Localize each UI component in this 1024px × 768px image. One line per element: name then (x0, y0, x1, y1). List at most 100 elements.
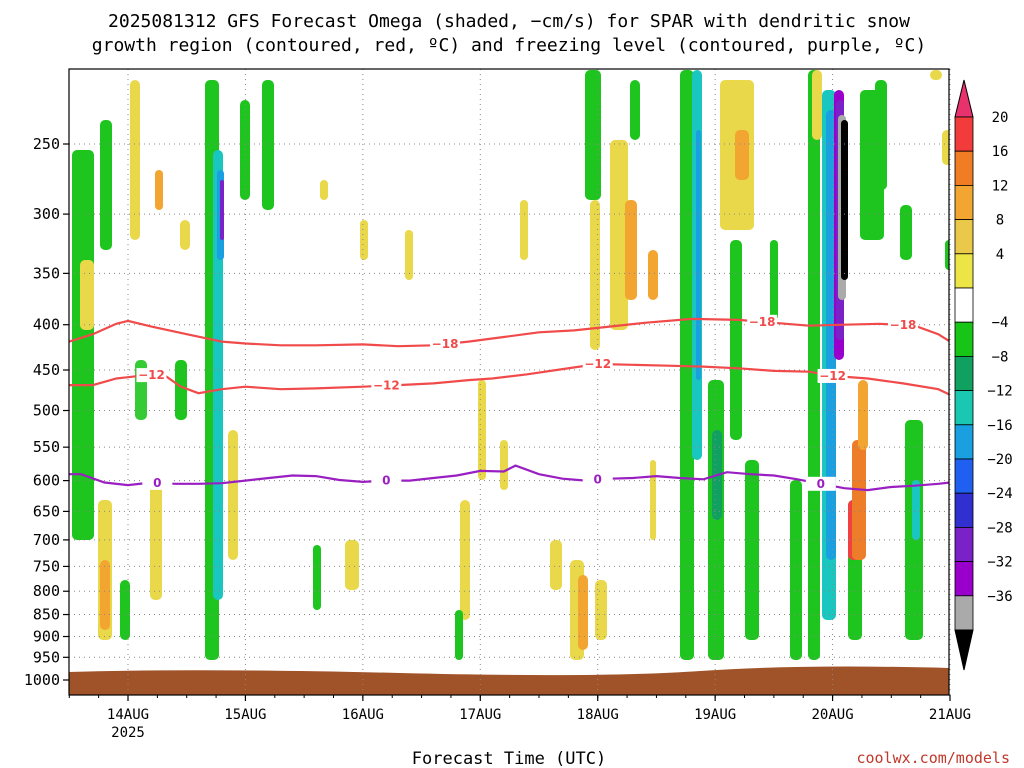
colorbar-label: −20 (987, 452, 1012, 468)
colorbar-label: −36 (987, 589, 1012, 605)
dgz-top-contour (69, 317, 949, 348)
x-tick-label: 14AUG (107, 707, 149, 723)
y-tick-label: 550 (33, 438, 60, 456)
contour-label-bg (747, 314, 778, 329)
colorbar-swatch (954, 458, 974, 494)
contour-label: −18 (890, 318, 917, 332)
ground-surface (69, 666, 949, 695)
colorbar-label: 16 (992, 144, 1009, 160)
x-tick-label: 15AUG (224, 707, 266, 723)
contour-label: −12 (138, 368, 165, 382)
colorbar-label: 12 (992, 178, 1009, 194)
shading-cell (826, 110, 836, 560)
colorbar-swatch (954, 355, 974, 391)
shading-cell (841, 120, 848, 280)
shading-cell (900, 205, 912, 260)
contour-label: 0 (817, 477, 825, 491)
shading-cell (213, 150, 223, 600)
contour-label: −18 (749, 315, 776, 329)
shading-cell (313, 545, 321, 610)
shading-cell (625, 200, 637, 300)
contour-label-bg (582, 356, 613, 371)
shading-cell (460, 500, 470, 620)
contour-label: −12 (584, 357, 611, 371)
y-tick-label: 400 (33, 316, 60, 334)
y-tick-label: 1000 (24, 671, 60, 689)
contour-label: −12 (819, 369, 846, 383)
shading-cell (100, 120, 112, 250)
colorbar-swatch (954, 184, 974, 220)
shading-cell (858, 380, 868, 450)
shading-cell (945, 240, 949, 270)
shading-cell (680, 70, 694, 660)
x-tick-label: 19AUG (694, 707, 736, 723)
shading-cell (735, 130, 749, 180)
shading-cell (550, 540, 562, 590)
colorbar-swatch (954, 116, 974, 152)
shading-cell (770, 240, 778, 320)
shading-cell (708, 380, 724, 660)
colorbar-label: −32 (987, 555, 1012, 571)
plot-area: −18 −18 −18 −12 −12 −12 −12 0 0 0 0 (68, 68, 951, 696)
y-tick-label: 950 (33, 648, 60, 666)
shading-cell (80, 260, 94, 330)
shading-cell (875, 80, 887, 190)
shading-cell (130, 80, 140, 240)
shading-cell (595, 580, 607, 640)
x-axis-title: Forecast Time (UTC) (412, 749, 606, 768)
contour-lines: −18 −18 −18 −12 −12 −12 −12 0 0 0 0 (69, 314, 949, 492)
contour-label: −12 (373, 379, 400, 393)
contour-label-bg (371, 378, 402, 393)
contour-label-bg (817, 368, 848, 383)
x-tick-label: 18AUG (577, 707, 619, 723)
shading-cell (696, 130, 701, 380)
contour-label: −18 (432, 337, 459, 351)
chart-title-line2: growth region (contoured, red, ºC) and f… (92, 35, 926, 56)
x-tick-label: 20AUG (812, 707, 854, 723)
y-tick-label: 250 (33, 135, 60, 153)
colorbar-swatch (954, 527, 974, 563)
grid-lines (69, 69, 951, 695)
y-tick-label: 650 (33, 502, 60, 520)
x-axis-year-label: 2025 (111, 725, 145, 741)
colorbar-label: 4 (996, 247, 1004, 263)
shading-cell (455, 610, 463, 660)
colorbar-swatch (954, 287, 974, 323)
shading-cell (930, 70, 942, 80)
contour-label-bg (582, 472, 613, 487)
shading-cell (610, 140, 628, 330)
colorbar-swatch (954, 219, 974, 255)
contour-label-bg (430, 337, 461, 352)
shading-cell (100, 560, 110, 630)
colorbar-swatch (954, 424, 974, 460)
shading-cell (180, 220, 190, 250)
colorbar-swatch (954, 150, 974, 186)
shading-cell (912, 480, 920, 540)
omega-shading (69, 70, 949, 695)
y-tick-label: 450 (33, 361, 60, 379)
contour-label-bg (371, 473, 402, 488)
contour-label-bg (142, 475, 173, 490)
x-tick-label: 16AUG (342, 707, 384, 723)
y-tick-label: 850 (33, 606, 60, 624)
contour-label: 0 (594, 473, 602, 487)
shading-cell (262, 80, 274, 210)
shading-cell (730, 240, 742, 440)
y-tick-label: 750 (33, 557, 60, 575)
colorbar-label: −12 (987, 384, 1012, 400)
colorbar-label: −8 (992, 349, 1009, 365)
chart-title-line1: 2025081312 GFS Forecast Omega (shaded, −… (108, 11, 910, 32)
shading-cell (808, 70, 820, 660)
contour-label-bg (805, 476, 836, 491)
shading-cell (650, 460, 656, 540)
shading-cell (630, 80, 640, 140)
shading-cell (228, 430, 238, 560)
colorbar-swatch (954, 253, 974, 289)
y-tick-label: 600 (33, 472, 60, 490)
shading-cell (72, 150, 94, 540)
contour-label-bg (136, 368, 167, 383)
colorbar-swatch (954, 595, 974, 631)
contour-label: 0 (382, 474, 390, 488)
shading-cell (585, 70, 601, 200)
shading-cell (520, 200, 528, 260)
